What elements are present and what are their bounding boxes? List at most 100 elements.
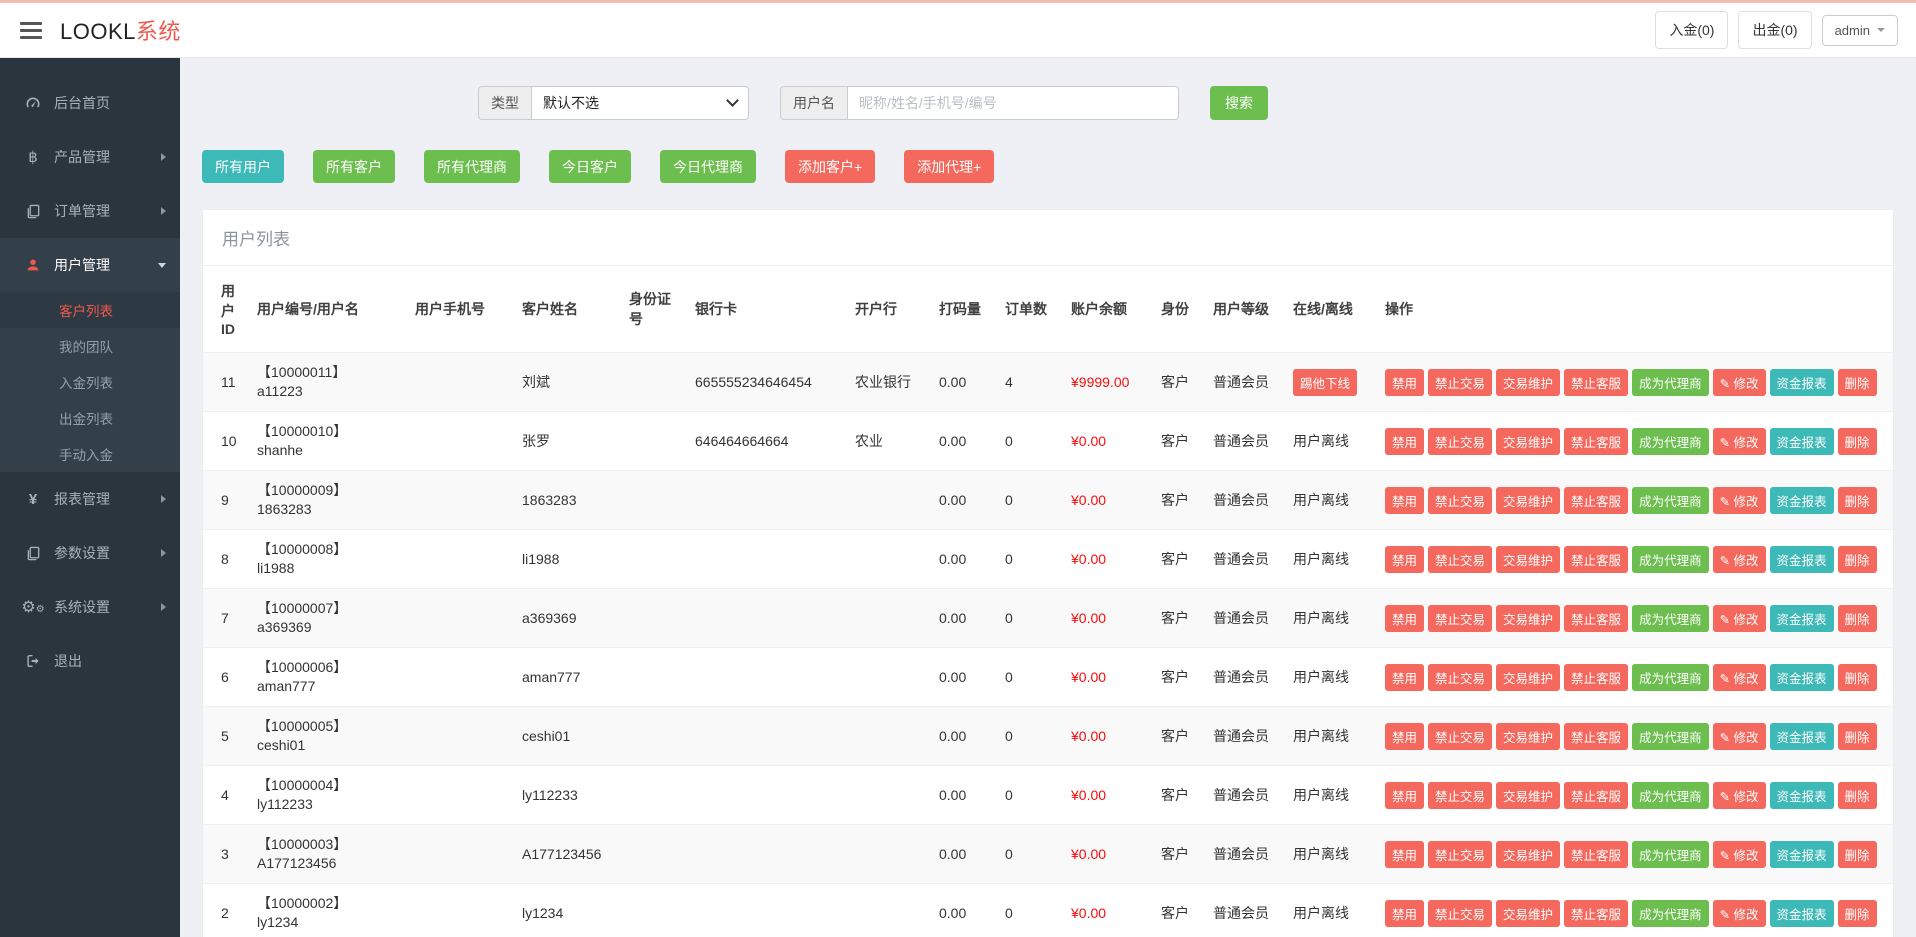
- ban-trade-button[interactable]: 禁止交易: [1428, 899, 1493, 927]
- make-agent-button[interactable]: 成为代理商: [1632, 486, 1709, 514]
- app-logo[interactable]: LOOKL系统: [60, 14, 181, 46]
- disable-button[interactable]: 禁用: [1385, 781, 1425, 809]
- disable-button[interactable]: 禁用: [1385, 486, 1425, 514]
- edit-button[interactable]: ✎ 修改: [1712, 722, 1766, 750]
- fund-report-button[interactable]: 资金报表: [1769, 781, 1834, 809]
- ban-service-button[interactable]: 禁止客服: [1564, 604, 1629, 632]
- ban-service-button[interactable]: 禁止客服: [1564, 899, 1629, 927]
- make-agent-button[interactable]: 成为代理商: [1632, 368, 1709, 396]
- disable-button[interactable]: 禁用: [1385, 840, 1425, 868]
- sidebar-subitem-customer-list[interactable]: 客户列表: [0, 292, 180, 328]
- add-customer-button[interactable]: 添加客户+: [785, 150, 876, 183]
- delete-button[interactable]: 删除: [1837, 368, 1877, 396]
- edit-button[interactable]: ✎ 修改: [1712, 781, 1766, 809]
- delete-button[interactable]: 删除: [1837, 604, 1877, 632]
- delete-button[interactable]: 删除: [1837, 486, 1877, 514]
- edit-button[interactable]: ✎ 修改: [1712, 840, 1766, 868]
- fund-report-button[interactable]: 资金报表: [1769, 899, 1834, 927]
- fund-report-button[interactable]: 资金报表: [1769, 486, 1834, 514]
- sidebar-item-system[interactable]: ⚙⚙ 系统设置: [0, 580, 180, 634]
- sidebar-item-home[interactable]: 后台首页: [0, 76, 180, 130]
- sidebar-item-reports[interactable]: ¥ 报表管理: [0, 472, 180, 526]
- ban-service-button[interactable]: 禁止客服: [1564, 427, 1629, 455]
- edit-button[interactable]: ✎ 修改: [1712, 663, 1766, 691]
- ban-trade-button[interactable]: 禁止交易: [1428, 663, 1493, 691]
- delete-button[interactable]: 删除: [1837, 840, 1877, 868]
- sidebar-subitem-deposit-list[interactable]: 入金列表: [59, 376, 113, 391]
- ban-service-button[interactable]: 禁止客服: [1564, 663, 1629, 691]
- edit-button[interactable]: ✎ 修改: [1712, 486, 1766, 514]
- make-agent-button[interactable]: 成为代理商: [1632, 722, 1709, 750]
- fund-report-button[interactable]: 资金报表: [1769, 368, 1834, 396]
- disable-button[interactable]: 禁用: [1385, 722, 1425, 750]
- edit-button[interactable]: ✎ 修改: [1712, 368, 1766, 396]
- deposit-button[interactable]: 入金(0): [1655, 11, 1729, 49]
- sidebar-item-params[interactable]: 参数设置: [0, 526, 180, 580]
- menu-toggle-icon[interactable]: [18, 18, 44, 43]
- username-input[interactable]: [847, 86, 1179, 120]
- trade-maintain-button[interactable]: 交易维护: [1496, 781, 1561, 809]
- sidebar-subitem-withdraw-list[interactable]: 出金列表: [59, 412, 113, 427]
- make-agent-button[interactable]: 成为代理商: [1632, 604, 1709, 632]
- ban-trade-button[interactable]: 禁止交易: [1428, 781, 1493, 809]
- edit-button[interactable]: ✎ 修改: [1712, 604, 1766, 632]
- ban-trade-button[interactable]: 禁止交易: [1428, 368, 1493, 396]
- disable-button[interactable]: 禁用: [1385, 663, 1425, 691]
- make-agent-button[interactable]: 成为代理商: [1632, 899, 1709, 927]
- sidebar-item-logout[interactable]: 退出: [0, 634, 180, 688]
- search-button[interactable]: 搜索: [1210, 86, 1268, 120]
- trade-maintain-button[interactable]: 交易维护: [1496, 604, 1561, 632]
- disable-button[interactable]: 禁用: [1385, 899, 1425, 927]
- disable-button[interactable]: 禁用: [1385, 368, 1425, 396]
- delete-button[interactable]: 删除: [1837, 663, 1877, 691]
- sidebar-subitem-my-team[interactable]: 我的团队: [59, 340, 113, 355]
- delete-button[interactable]: 删除: [1837, 899, 1877, 927]
- all-customers-button[interactable]: 所有客户: [313, 150, 395, 183]
- trade-maintain-button[interactable]: 交易维护: [1496, 545, 1561, 573]
- sidebar-item-users[interactable]: 用户管理: [0, 238, 180, 292]
- all-agents-button[interactable]: 所有代理商: [424, 150, 520, 183]
- ban-trade-button[interactable]: 禁止交易: [1428, 545, 1493, 573]
- fund-report-button[interactable]: 资金报表: [1769, 545, 1834, 573]
- ban-service-button[interactable]: 禁止客服: [1564, 840, 1629, 868]
- trade-maintain-button[interactable]: 交易维护: [1496, 486, 1561, 514]
- make-agent-button[interactable]: 成为代理商: [1632, 545, 1709, 573]
- ban-service-button[interactable]: 禁止客服: [1564, 545, 1629, 573]
- admin-menu-button[interactable]: admin: [1821, 14, 1898, 46]
- disable-button[interactable]: 禁用: [1385, 427, 1425, 455]
- make-agent-button[interactable]: 成为代理商: [1632, 663, 1709, 691]
- all-users-button[interactable]: 所有用户: [202, 150, 284, 183]
- delete-button[interactable]: 删除: [1837, 545, 1877, 573]
- disable-button[interactable]: 禁用: [1385, 604, 1425, 632]
- fund-report-button[interactable]: 资金报表: [1769, 722, 1834, 750]
- sidebar-item-products[interactable]: ฿ 产品管理: [0, 130, 180, 184]
- delete-button[interactable]: 删除: [1837, 722, 1877, 750]
- fund-report-button[interactable]: 资金报表: [1769, 840, 1834, 868]
- make-agent-button[interactable]: 成为代理商: [1632, 427, 1709, 455]
- ban-trade-button[interactable]: 禁止交易: [1428, 427, 1493, 455]
- ban-trade-button[interactable]: 禁止交易: [1428, 722, 1493, 750]
- ban-service-button[interactable]: 禁止客服: [1564, 486, 1629, 514]
- sidebar-subitem-manual-deposit[interactable]: 手动入金: [59, 448, 113, 463]
- ban-service-button[interactable]: 禁止客服: [1564, 722, 1629, 750]
- edit-button[interactable]: ✎ 修改: [1712, 545, 1766, 573]
- ban-service-button[interactable]: 禁止客服: [1564, 368, 1629, 396]
- trade-maintain-button[interactable]: 交易维护: [1496, 663, 1561, 691]
- kick-offline-button[interactable]: 踢他下线: [1293, 368, 1358, 396]
- make-agent-button[interactable]: 成为代理商: [1632, 781, 1709, 809]
- trade-maintain-button[interactable]: 交易维护: [1496, 840, 1561, 868]
- type-select[interactable]: 默认不选: [531, 86, 749, 120]
- ban-trade-button[interactable]: 禁止交易: [1428, 486, 1493, 514]
- delete-button[interactable]: 删除: [1837, 781, 1877, 809]
- delete-button[interactable]: 删除: [1837, 427, 1877, 455]
- trade-maintain-button[interactable]: 交易维护: [1496, 722, 1561, 750]
- today-customers-button[interactable]: 今日客户: [549, 150, 631, 183]
- trade-maintain-button[interactable]: 交易维护: [1496, 427, 1561, 455]
- disable-button[interactable]: 禁用: [1385, 545, 1425, 573]
- trade-maintain-button[interactable]: 交易维护: [1496, 368, 1561, 396]
- fund-report-button[interactable]: 资金报表: [1769, 663, 1834, 691]
- add-agent-button[interactable]: 添加代理+: [904, 150, 995, 183]
- trade-maintain-button[interactable]: 交易维护: [1496, 899, 1561, 927]
- ban-trade-button[interactable]: 禁止交易: [1428, 840, 1493, 868]
- edit-button[interactable]: ✎ 修改: [1712, 899, 1766, 927]
